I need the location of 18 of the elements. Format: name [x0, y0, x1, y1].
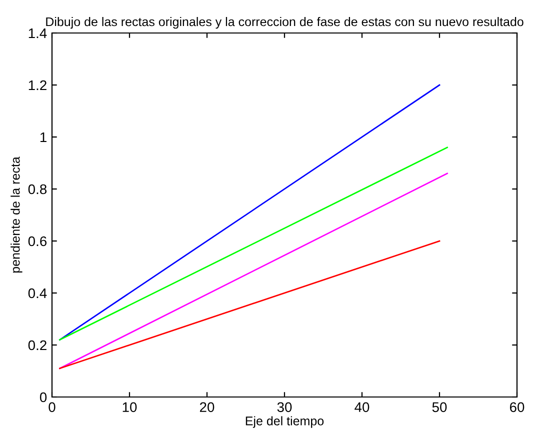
x-tick-label: 40 [354, 402, 370, 412]
y-tick-label: 1 [40, 132, 46, 142]
y-tick-label: 0.2 [28, 340, 46, 350]
x-tick-label: 0 [48, 402, 56, 412]
x-tick-label: 20 [200, 402, 214, 412]
y-tick-label: 0.8 [28, 184, 47, 194]
y-tick-label: 1.4 [28, 28, 47, 38]
x-tick-label: 10 [122, 402, 137, 412]
x-tick-label: 30 [277, 402, 292, 412]
y-tick-label: 0.4 [28, 288, 47, 298]
y-tick-label: 0.6 [28, 236, 47, 246]
y-tick-label: 0 [40, 392, 47, 402]
chart-title: Dibujo de las rectas originales y la correccion de fase de estas con su nuevo resultado [46, 16, 524, 29]
x-tick-label: 60 [510, 402, 524, 412]
x-tick-label: 50 [432, 402, 447, 412]
y-axis-title: pendiente de la recta [10, 156, 22, 273]
x-axis-title: Eje del tiempo [246, 416, 324, 428]
y-tick-label: 1.2 [28, 80, 46, 90]
